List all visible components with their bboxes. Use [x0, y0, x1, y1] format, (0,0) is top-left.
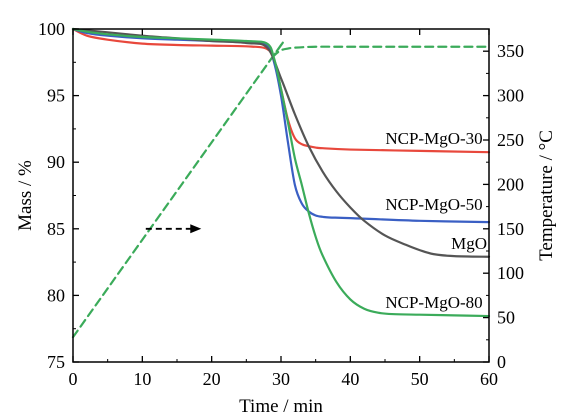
y-left-tick-label: 80: [47, 285, 65, 305]
y-left-tick-label: 95: [47, 86, 65, 106]
y-left-tick-label: 100: [38, 19, 65, 39]
series-line-ncp-mgo-50: [71, 27, 491, 224]
y-left-tick-label: 85: [47, 219, 65, 239]
y-right-tick-label: 0: [497, 352, 506, 372]
x-tick-label: 60: [480, 369, 498, 389]
x-tick-label: 20: [203, 369, 221, 389]
y-left-tick-label: 75: [47, 352, 65, 372]
y-right-tick-label: 50: [497, 308, 515, 328]
x-tick-label: 50: [411, 369, 429, 389]
series-label-ncp-mgo-80: NCP-MgO-80: [385, 293, 482, 312]
series-label-ncp-mgo-50: NCP-MgO-50: [385, 195, 482, 214]
tick-layer: 0 10 20 30 40 50 60 75 80 85 90 95 100 0 50 100 150 200 25…: [38, 19, 524, 389]
series-label-ncp-mgo-30: NCP-MgO-30: [385, 129, 482, 148]
temperature-series-line: [71, 40, 491, 339]
y-axis-left-title: Mass / %: [15, 160, 36, 231]
y-right-tick-label: 100: [497, 263, 524, 283]
x-tick-label: 0: [69, 369, 78, 389]
x-tick-label: 30: [272, 369, 290, 389]
x-tick-label: 40: [341, 369, 359, 389]
y-right-tick-label: 250: [497, 130, 524, 150]
y-right-tick-label: 200: [497, 174, 524, 194]
x-axis-title: Time / min: [239, 396, 323, 417]
series-label-mgo: MgO: [451, 234, 487, 253]
series-line-ncp-mgo-80: [71, 27, 491, 318]
y-left-tick-label: 90: [47, 152, 65, 172]
x-tick-label: 10: [133, 369, 151, 389]
axis-arrow-head: [190, 224, 202, 234]
y-axis-right-title: Temperature / °C: [536, 130, 557, 261]
label-layer: NCP-MgO-30 NCP-MgO-50 MgO NCP-MgO-80: [145, 129, 487, 312]
y-right-tick-label: 150: [497, 219, 524, 239]
series-layer: [71, 27, 491, 339]
y-right-tick-label: 350: [497, 41, 524, 61]
y-right-tick-label: 300: [497, 86, 524, 106]
